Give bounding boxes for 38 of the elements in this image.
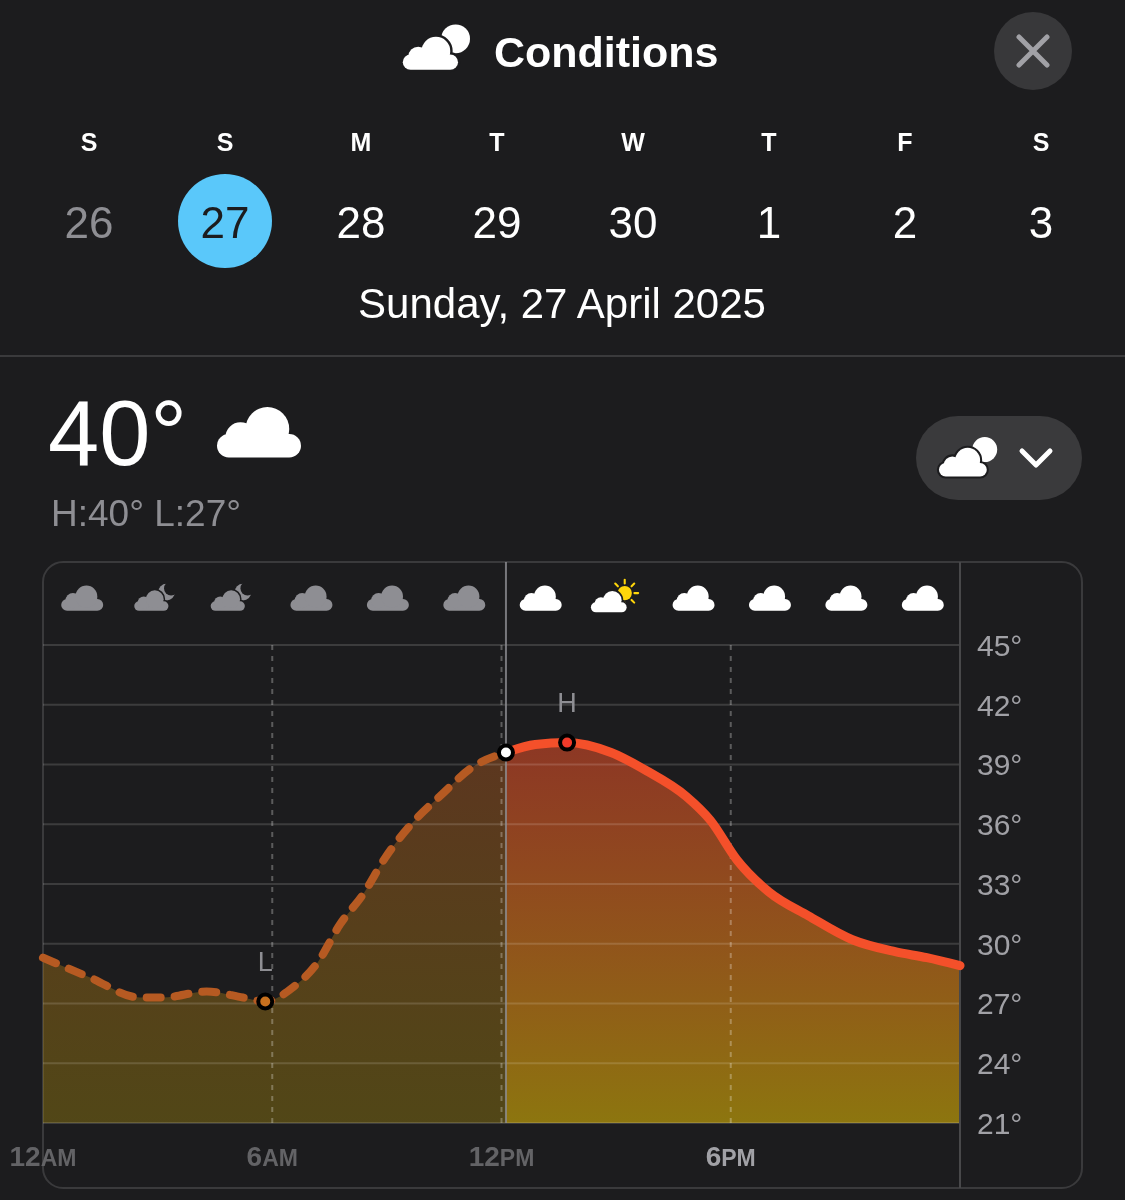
point — [558, 733, 577, 752]
y-tick-label: 30° — [977, 927, 1023, 961]
annotation: L — [257, 946, 273, 977]
text: 29 — [472, 198, 522, 247]
y-tick-label: 21° — [977, 1106, 1023, 1140]
point — [256, 992, 275, 1011]
point — [496, 743, 515, 762]
y-tick-label: 42° — [977, 688, 1023, 722]
annotation: H — [557, 687, 577, 718]
x-tick-label: 12AM — [9, 1141, 77, 1172]
text: 3 — [1028, 198, 1054, 247]
text: H:40° L:27° — [51, 493, 242, 534]
text: 27 — [200, 198, 250, 247]
text: 2 — [892, 198, 918, 247]
chart-subtitle: Sunday, 27 April 2025 — [358, 280, 766, 327]
y-tick-label: 39° — [977, 748, 1023, 782]
text: S — [80, 128, 98, 156]
text: 1 — [756, 198, 782, 247]
x-tick-label: 6AM — [246, 1141, 298, 1172]
text: F — [897, 128, 913, 156]
chart-title: Conditions — [494, 28, 719, 76]
text: 30 — [608, 198, 658, 247]
y-tick-label: 27° — [977, 987, 1023, 1021]
text: M — [350, 128, 372, 156]
y-tick-label: 33° — [977, 867, 1023, 901]
text: W — [621, 128, 646, 156]
text: 28 — [336, 198, 386, 247]
text: S — [216, 128, 234, 156]
y-tick-label: 36° — [977, 808, 1023, 842]
y-tick-label: 24° — [977, 1047, 1023, 1081]
text: S — [1032, 128, 1050, 156]
text: T — [489, 128, 505, 156]
text: 40° — [48, 382, 188, 484]
text: 26 — [64, 198, 114, 247]
x-tick-label: 6PM — [705, 1141, 756, 1172]
text: T — [761, 128, 777, 156]
y-tick-label: 45° — [977, 628, 1023, 662]
x-tick-label: 12PM — [468, 1141, 535, 1172]
